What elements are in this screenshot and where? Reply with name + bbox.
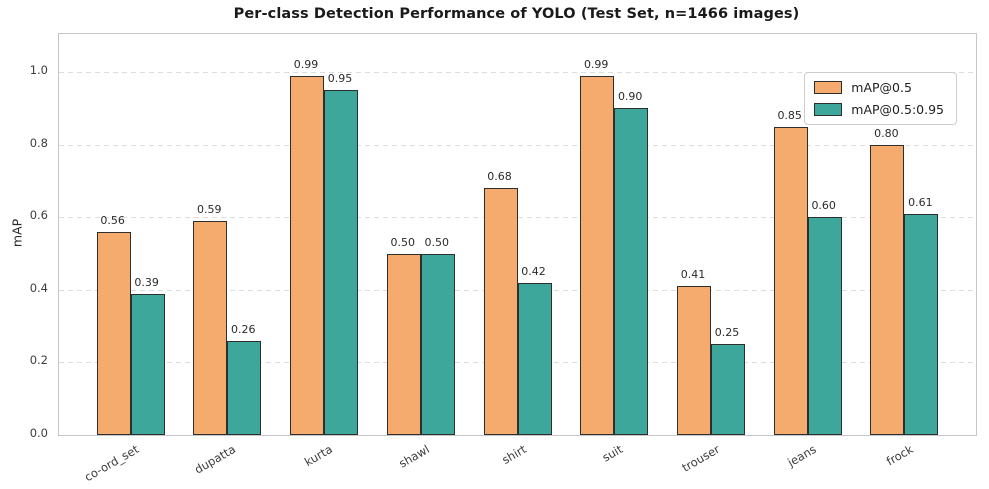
bar-map-0-5-shawl bbox=[386, 253, 421, 435]
legend-entry-map-0-5: mAP@0.5 bbox=[814, 80, 944, 95]
bar-label-map-0-5-0-95-kurta: 0.95 bbox=[327, 72, 353, 86]
x-tick-label-suit: suit bbox=[600, 442, 626, 465]
bar-label-map-0-5-frock: 0.80 bbox=[874, 126, 899, 140]
bar-map-0-5-0-95-kurta bbox=[324, 90, 358, 435]
bar-label-map-0-5-0-95-co-ord-set: 0.39 bbox=[134, 275, 159, 289]
bar-label-map-0-5-0-95-jeans: 0.60 bbox=[811, 199, 836, 213]
y-tick-label-0.0: 0.0 bbox=[29, 426, 48, 440]
bar-map-0-5-shirt bbox=[483, 188, 518, 435]
bar-map-0-5-0-95-co-ord-set bbox=[130, 293, 165, 435]
bar-label-map-0-5-shawl: 0.50 bbox=[390, 235, 416, 249]
bar-label-map-0-5-co-ord-set: 0.56 bbox=[100, 213, 125, 227]
bar-map-0-5-0-95-shirt bbox=[517, 282, 552, 435]
gridline-0.6 bbox=[59, 217, 976, 219]
bar-label-map-0-5-0-95-shirt: 0.42 bbox=[521, 264, 546, 278]
bar-map-0-5-0-95-suit bbox=[614, 108, 649, 435]
bar-map-0-5-co-ord-set bbox=[96, 231, 131, 435]
legend: mAP@0.5 mAP@0.5:0.95 bbox=[804, 72, 957, 125]
plot-area: mAP@0.5 mAP@0.5:0.95 bbox=[58, 33, 977, 436]
x-tick-label-kurta: kurta bbox=[302, 442, 335, 470]
x-tick-label-jeans: jeans bbox=[785, 442, 819, 470]
bar-label-map-0-5-trouser: 0.41 bbox=[680, 268, 706, 282]
bar-map-0-5-0-95-shawl bbox=[420, 253, 455, 435]
bar-label-map-0-5-jeans: 0.85 bbox=[777, 108, 802, 122]
legend-swatch-icon-0 bbox=[814, 81, 843, 94]
bar-label-map-0-5-0-95-frock: 0.61 bbox=[908, 195, 933, 209]
x-tick-label-dupatta: dupatta bbox=[192, 442, 239, 477]
bar-label-map-0-5-0-95-suit: 0.90 bbox=[617, 90, 643, 104]
bar-map-0-5-dupatta bbox=[193, 220, 228, 435]
y-tick-label-0.6: 0.6 bbox=[29, 208, 48, 223]
gridline-1 bbox=[59, 72, 976, 74]
chart-title: Per-class Detection Performance of YOLO … bbox=[233, 6, 800, 22]
bar-label-map-0-5-shirt: 0.68 bbox=[487, 170, 512, 184]
bar-map-0-5-0-95-frock bbox=[904, 213, 939, 435]
x-tick-label-co-ord-set: co-ord_set bbox=[82, 442, 142, 485]
legend-label-map-0-5: mAP@0.5 bbox=[851, 80, 912, 95]
legend-label-map-0-5-0-95: mAP@0.5:0.95 bbox=[851, 102, 944, 117]
bar-map-0-5-0-95-trouser bbox=[711, 344, 745, 435]
bar-label-map-0-5-0-95-shawl: 0.50 bbox=[424, 235, 450, 249]
bar-label-map-0-5-kurta: 0.99 bbox=[293, 57, 319, 71]
bar-label-map-0-5-0-95-dupatta: 0.26 bbox=[231, 322, 256, 336]
y-axis-label: mAP bbox=[9, 218, 25, 248]
legend-swatch-icon-1 bbox=[814, 103, 843, 116]
y-tick-label-0.8: 0.8 bbox=[29, 135, 48, 150]
bar-map-0-5-jeans bbox=[773, 126, 808, 435]
bar-label-map-0-5-dupatta: 0.59 bbox=[197, 202, 222, 216]
x-tick-label-shirt: shirt bbox=[499, 442, 529, 467]
y-tick-label-0.4: 0.4 bbox=[29, 280, 48, 295]
gridline-0.8 bbox=[59, 144, 976, 146]
bar-map-0-5-frock bbox=[870, 144, 905, 435]
x-tick-label-shawl: shawl bbox=[396, 442, 432, 471]
bar-map-0-5-kurta bbox=[290, 75, 324, 435]
bar-label-map-0-5-suit: 0.99 bbox=[583, 57, 609, 71]
bar-map-0-5-0-95-dupatta bbox=[227, 340, 262, 435]
bar-label-map-0-5-0-95-trouser: 0.25 bbox=[714, 326, 740, 340]
y-tick-label-0.2: 0.2 bbox=[29, 353, 48, 368]
bar-map-0-5-0-95-jeans bbox=[807, 217, 842, 435]
legend-entry-map-0-5-0-95: mAP@0.5:0.95 bbox=[814, 102, 944, 117]
y-tick-label-1.0: 1.0 bbox=[29, 63, 48, 78]
x-tick-label-frock: frock bbox=[883, 442, 916, 469]
bar-map-0-5-trouser bbox=[677, 286, 711, 435]
bar-map-0-5-suit bbox=[580, 75, 615, 435]
x-tick-label-trouser: trouser bbox=[679, 442, 722, 475]
